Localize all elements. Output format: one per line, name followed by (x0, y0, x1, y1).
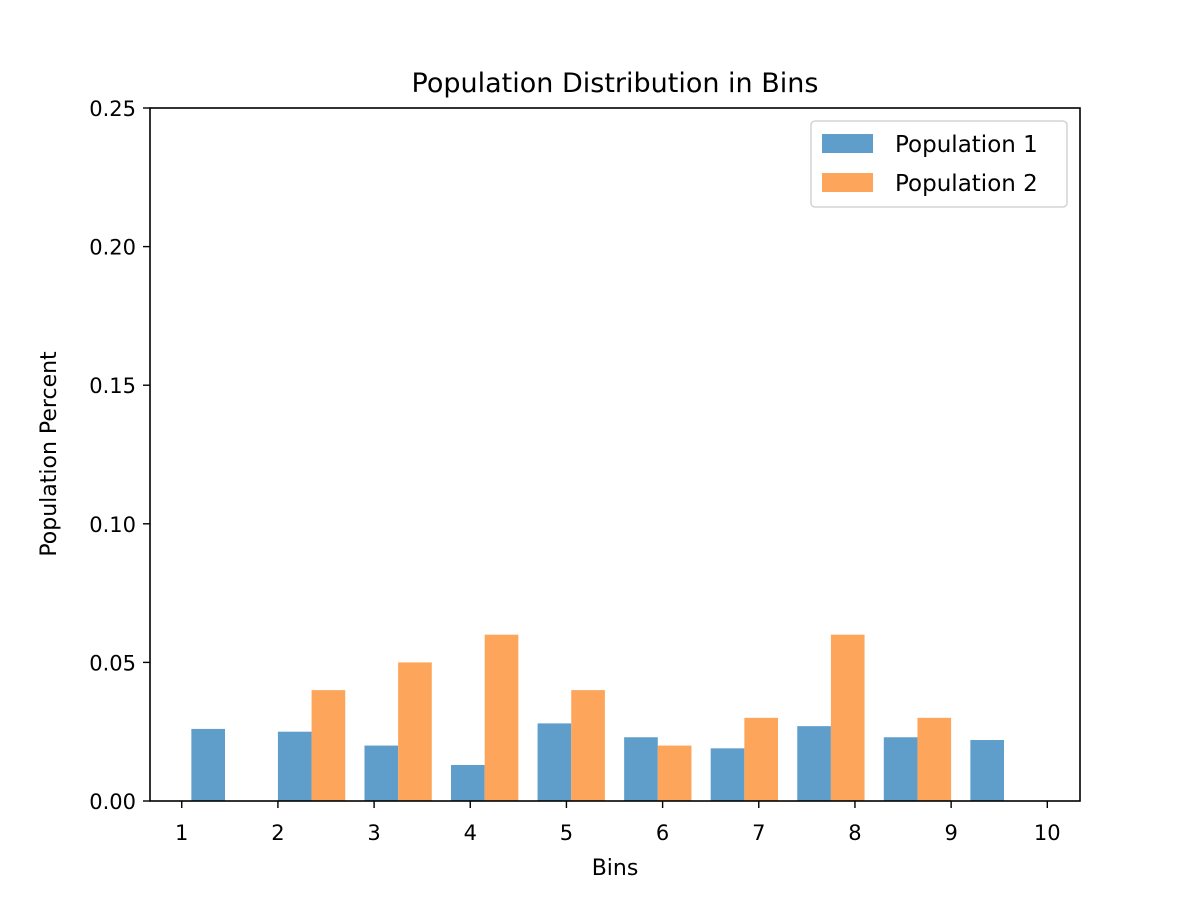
bar-series-2-5 (657, 745, 692, 801)
x-tick-label: 1 (175, 821, 188, 845)
legend-swatch-population-2 (822, 173, 873, 192)
bar-series-2-3 (484, 634, 519, 801)
x-tick-label: 4 (464, 821, 477, 845)
x-tick-label: 9 (944, 821, 957, 845)
bar-series-2-8 (917, 717, 952, 801)
legend: Population 1 Population 2 (810, 120, 1068, 208)
plot-frame (149, 107, 1081, 802)
bar-series-1-6 (624, 737, 658, 801)
legend-label-population-2: Population 2 (895, 171, 1038, 197)
bar-series-1-9 (883, 737, 918, 801)
bar-series-1-7 (710, 748, 745, 801)
bar-series-1-10 (970, 740, 1005, 801)
x-tick-label: 6 (656, 821, 669, 845)
y-axis-label: Population Percent (37, 351, 62, 557)
y-axis: 0.00 0.05 0.10 0.15 0.20 0.25 (89, 97, 150, 814)
bars-layer (191, 634, 1005, 801)
x-tick-label: 2 (271, 821, 284, 845)
legend-label-population-1: Population 1 (895, 132, 1038, 158)
x-tick-label: 7 (752, 821, 765, 845)
y-tick-label: 0.05 (89, 651, 136, 675)
y-tick-label: 0.00 (89, 790, 136, 814)
y-tick-label: 0.20 (89, 236, 136, 260)
bar-series-1-4 (451, 764, 485, 801)
bar-series-1-3 (364, 745, 399, 801)
bar-series-2-4 (571, 690, 605, 801)
bar-series-1-2 (277, 731, 312, 801)
y-tick-label: 0.15 (89, 374, 136, 398)
bar-series-2-1 (311, 690, 346, 801)
x-axis: 1 2 3 4 5 6 7 8 9 10 (175, 801, 1061, 845)
bar-series-1-8 (797, 726, 831, 801)
legend-frame (810, 120, 1068, 208)
chart-title: Population Distribution in Bins (412, 68, 819, 99)
x-tick-label: 10 (1034, 821, 1061, 845)
x-tick-label: 3 (367, 821, 380, 845)
bar-series-2-7 (830, 634, 865, 801)
x-tick-label: 8 (848, 821, 861, 845)
y-tick-label: 0.10 (89, 513, 136, 537)
x-tick-label: 5 (560, 821, 573, 845)
bar-series-1-1 (191, 728, 226, 801)
x-axis-label: Bins (592, 856, 639, 881)
bar-series-2-6 (744, 717, 779, 801)
y-tick-label: 0.25 (89, 97, 136, 121)
legend-swatch-population-1 (822, 134, 873, 153)
bar-series-1-5 (537, 723, 572, 801)
bar-series-2-2 (398, 662, 432, 801)
